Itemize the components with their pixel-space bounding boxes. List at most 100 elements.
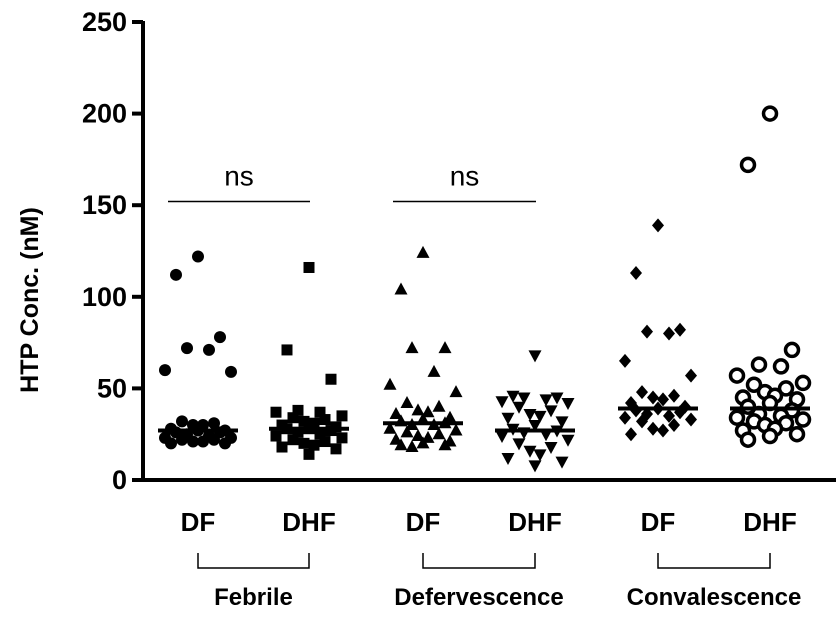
data-point-square [298,437,310,449]
y-axis-label: HTP Conc. (nM) [16,207,44,393]
ns-label: ns [224,161,254,192]
y-tick-label: 100 [82,282,127,312]
data-point-square [325,373,337,385]
median-lines [158,406,810,433]
data-point-circle-dot [788,425,806,443]
data-point-diamond [636,385,648,400]
data-point-triangle-down [533,410,547,423]
x-category-label: DF [641,507,676,537]
data-point-triangle-down [495,431,509,444]
data-point-square [276,441,288,453]
y-tick-label: 50 [97,373,127,403]
data-point-triangle-up [449,385,463,398]
data-point-triangle-up [405,440,419,453]
data-point-square [314,406,326,418]
group-label: Convalescence [627,584,802,611]
data-point-circle-dot [739,431,757,448]
data-point-triangle-up [411,403,425,416]
data-point-diamond [668,388,680,403]
data-point-triangle-up [383,377,397,390]
data-point-triangle-up [400,425,414,438]
data-point-square [270,430,282,442]
data-point-triangle-up [432,399,446,412]
data-point-square [319,436,331,448]
data-point-circle [192,250,204,263]
data-point-square [287,434,299,446]
data-point-diamond [674,322,686,337]
data-point-diamond [647,390,659,405]
data-point-diamond [685,412,697,427]
data-point-circle [176,415,188,428]
x-category-labels: DF DHF DF DHF DF DHF [181,507,797,537]
data-point-triangle-down [561,434,575,447]
data-point-diamond [641,324,653,339]
data-point-triangle-up [416,245,430,258]
data-point-diamond [663,408,675,423]
ns-label: ns [450,161,480,192]
data-point-triangle-down [528,460,542,473]
data-point-circle-dot [761,105,779,122]
y-ticks: 0 50 100 150 200 250 [82,7,143,495]
data-point-circle-dot [728,367,746,384]
axes [141,21,836,482]
data-point-triangle-up [416,436,430,449]
data-point-circle-dot [761,427,779,445]
data-point-diamond [668,418,680,433]
data-point-diamond [647,421,659,436]
data-point-diamond [625,427,637,442]
data-point-triangle-up [427,364,441,377]
data-point-circle-dot [783,341,801,359]
group-bracket [422,553,536,569]
data-point-square [292,404,304,416]
data-point-triangle-down [544,405,558,418]
data-point-diamond [619,353,631,368]
data-point-triangle-up [389,407,403,420]
data-point-diamond [630,265,642,280]
data-point-circle [159,364,171,377]
data-point-triangle-down [555,416,569,429]
data-point-triangle-down [550,392,564,405]
data-point-triangle-down [555,456,569,469]
data-point-triangle-up [394,438,408,451]
data-point-circle [203,343,215,356]
data-point-diamond [657,392,669,407]
data-point-circle [187,435,199,448]
data-point-triangle-down [495,396,509,409]
data-point-square [303,448,315,460]
data-point-circle-dot [794,374,812,392]
data-point-circle-dot [745,376,763,393]
x-category-label: DHF [508,507,561,537]
group-bracket [657,553,771,569]
data-point-triangle-down [501,412,515,425]
data-point-triangle-up [383,421,397,434]
y-tick-label: 150 [82,190,127,220]
data-point-triangle-down [528,420,542,433]
data-point-square [308,439,320,451]
data-point-circle [197,435,209,448]
data-point-triangle-down [517,392,531,405]
data-points [159,105,812,473]
data-point-triangle-up [449,423,463,436]
data-point-diamond [685,368,697,383]
data-point-triangle-down [533,449,547,462]
data-point-circle [181,342,193,355]
group-label: Defervescence [394,584,563,611]
data-point-triangle-up [405,341,419,354]
data-point-diamond [663,326,675,341]
group-labels: Febrile Defervescence Convalescence [197,553,802,611]
x-category-label: DF [181,507,216,537]
data-point-circle [208,417,220,430]
x-category-label: DF [406,507,441,537]
x-category-label: DHF [282,507,335,537]
data-point-diamond [652,218,664,233]
x-category-label: DHF [743,507,796,537]
data-point-circle-dot [772,358,790,375]
data-point-square [330,443,342,455]
data-point-square [292,426,304,438]
data-point-diamond [657,423,669,438]
data-point-triangle-up [411,429,425,442]
annotations: ns ns [168,161,536,203]
data-point-diamond [619,410,631,425]
